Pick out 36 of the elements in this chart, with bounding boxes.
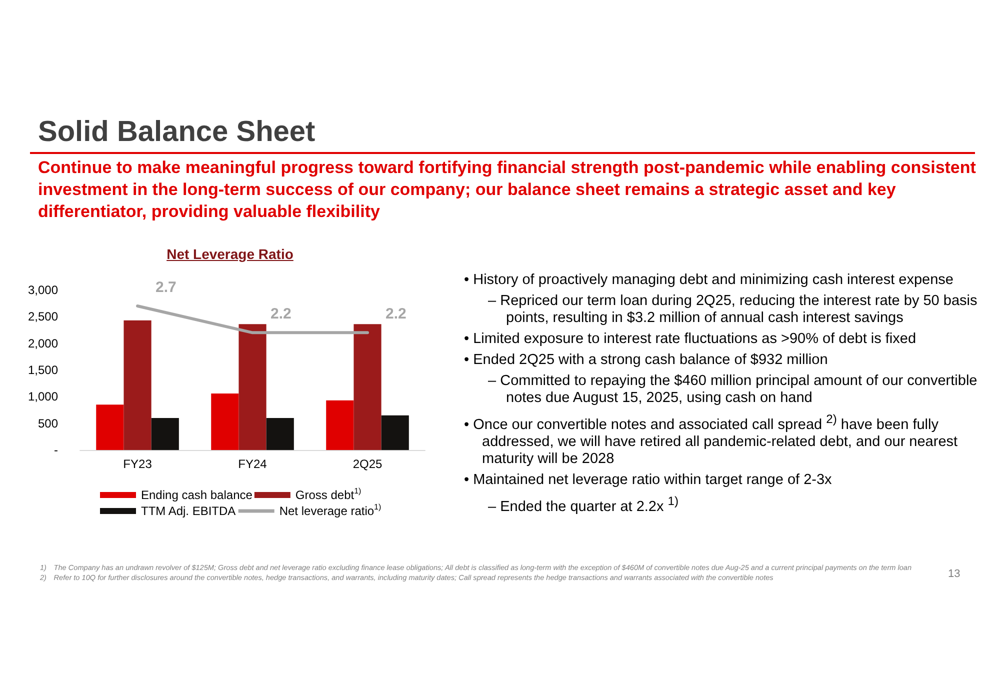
text: – Ended the quarter at 2.2x $^{1)}$ <box>488 494 679 515</box>
text: • Once our convertible notes and associated call spread $^{2)}$ have been fully addressed, we will have retired all pandemic-related debt, and our nearest maturity will be 2028 <box>464 412 958 467</box>
text: • Maintained net leverage ratio within target range of 2-3x <box>464 472 832 488</box>
text: Solid Balance Sheet <box>38 116 316 149</box>
legend-label: Ending cash balance <box>141 488 253 502</box>
bar <box>326 400 354 450</box>
x-tick-label: 2Q25 <box>352 457 383 471</box>
bar <box>381 415 409 450</box>
bar <box>124 320 152 450</box>
legend-label: TTM Adj. EBITDA <box>141 504 236 518</box>
text: • History of proactively managing debt and minimizing cash interest expense <box>464 272 954 288</box>
x-tick-label: FY23 <box>123 457 152 471</box>
bar <box>211 393 239 450</box>
text: • Ended 2Q25 with a strong cash balance of $932 million <box>464 352 828 368</box>
bar <box>266 418 294 450</box>
data-label: 2.2 <box>386 306 406 323</box>
text: – Committed to repaying the $460 million principal amount of our convertible notes due August 15, 2025, using cash on hand <box>488 373 978 406</box>
y-tick-label: 2,000 <box>28 336 58 350</box>
bar <box>96 404 124 450</box>
bar <box>354 324 382 450</box>
y-tick-label: - <box>54 443 58 457</box>
y-tick-label: 1,500 <box>28 363 58 377</box>
text: • Limited exposure to interest rate fluctuations as >90% of debt is fixed <box>464 331 916 347</box>
bar <box>151 418 179 450</box>
text: – Repriced our term loan during 2Q25, reducing the interest rate by 50 basis points, resulting in $3.2 million of annual cash interest savings <box>488 293 978 326</box>
text: 13 <box>948 568 960 580</box>
bar <box>238 324 266 450</box>
data-label: 2.2 <box>270 306 292 323</box>
x-tick-label: FY24 <box>238 457 268 471</box>
text: Continue to make meaningful progress toward fortifying financial strength post-pandemic while enabling consistent investment in the long-term success of our company; our balance sheet remains a strategic asset and key differentiator, providing valuable flexibility <box>38 157 977 223</box>
y-tick-label: 1,000 <box>28 390 58 404</box>
y-tick-label: 500 <box>38 416 58 430</box>
data-label: 2.7 <box>156 279 176 296</box>
y-tick-label: 2,500 <box>28 310 58 324</box>
chart-title: Net Leverage Ratio <box>166 246 294 262</box>
y-tick-label: 3,000 <box>28 283 58 297</box>
